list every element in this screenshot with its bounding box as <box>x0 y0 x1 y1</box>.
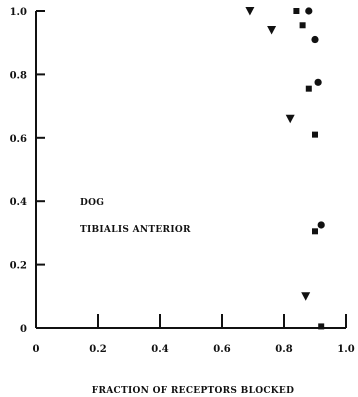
circle-point <box>314 78 322 86</box>
y-ticks: 0 0.2 0.4 0.6 0.8 1.0 <box>10 7 45 335</box>
x-tick-label: 0.2 <box>89 344 106 355</box>
circle-point <box>317 221 325 229</box>
y-tick-label: 1.0 <box>10 7 27 18</box>
x-axis-title: FRACTION OF RECEPTORS BLOCKED <box>92 386 294 396</box>
x-tick-label: 0.4 <box>151 344 168 355</box>
x-tick-label: 0 <box>33 344 40 355</box>
square-point <box>318 323 325 330</box>
annotation-species: DOG <box>80 198 104 208</box>
circle-point <box>311 35 319 44</box>
x-tick-label: 1.0 <box>337 344 354 355</box>
circle-point <box>305 7 313 15</box>
triangle-point <box>301 292 311 301</box>
y-tick-label: 0 <box>20 324 27 335</box>
square-point <box>305 85 312 92</box>
axes <box>35 11 346 329</box>
y-tick-label: 0.8 <box>10 70 27 81</box>
square-point <box>293 8 300 14</box>
square-point <box>312 131 318 138</box>
y-tick-label: 0.6 <box>10 134 27 145</box>
y-tick-label: 0.4 <box>10 197 27 208</box>
x-tick-label: 0.6 <box>213 344 230 355</box>
triangle-point <box>245 7 255 16</box>
annotation-muscle: TIBIALIS ANTERIOR <box>80 225 191 235</box>
square-point <box>312 228 318 235</box>
x-tick-label: 0.8 <box>275 344 292 355</box>
x-ticks: 0 0.2 0.4 0.6 0.8 1.0 <box>33 314 355 355</box>
square-point <box>299 22 306 29</box>
triangle-point <box>285 114 295 124</box>
data-points <box>245 7 325 330</box>
y-tick-label: 0.2 <box>10 261 27 272</box>
triangle-point <box>267 26 277 35</box>
